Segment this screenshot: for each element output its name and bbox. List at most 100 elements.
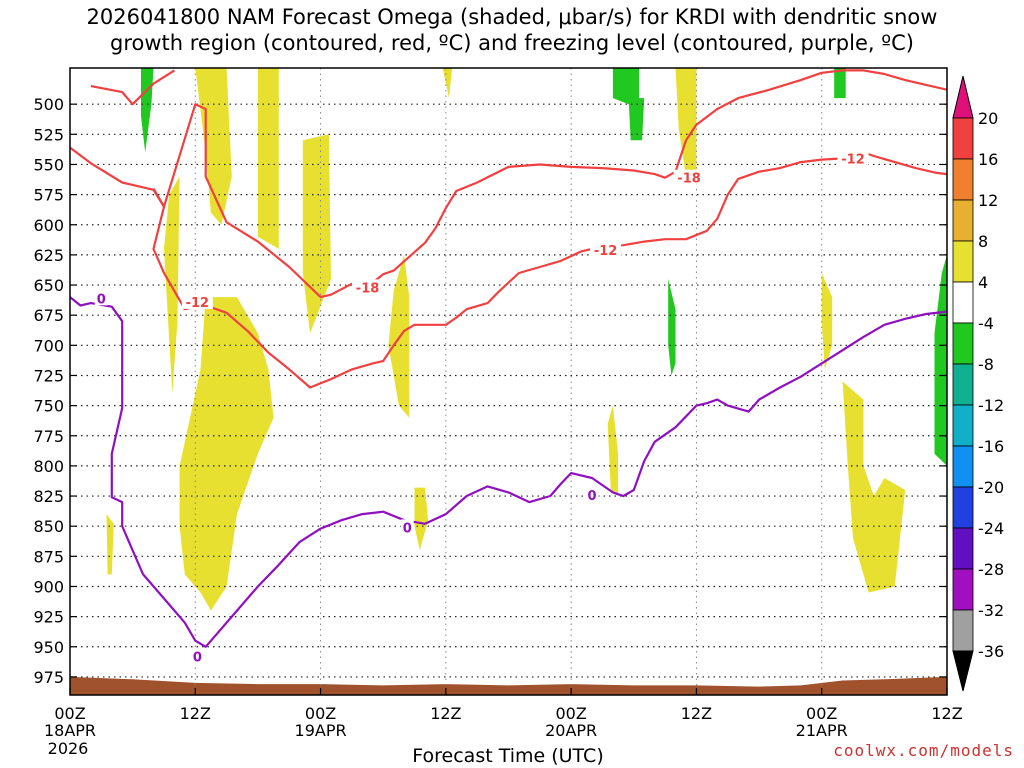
colorbar-label-8: -16 <box>978 437 1004 456</box>
colorbar-label-7: -12 <box>978 396 1004 415</box>
credit-text: coolwx.com/models <box>833 741 1014 760</box>
colorbar-label-1: 16 <box>978 150 998 169</box>
omega-region-neg-16 <box>668 279 676 376</box>
colorbar-label-2: 12 <box>978 191 998 210</box>
omega-region-neg-14 <box>612 68 639 105</box>
omega-region-neg-15 <box>628 98 645 141</box>
colorbar-label-12: -32 <box>978 601 1004 620</box>
contour-label-bg-5 <box>837 150 869 166</box>
omega-region-pos-2 <box>257 68 279 249</box>
omega-region-pos-1 <box>195 68 232 225</box>
y-tick-label-850: 850 <box>33 517 64 536</box>
omega-region-pos-12 <box>821 273 833 370</box>
x-tick-label-12: 12Z <box>180 704 211 723</box>
colorbar-label-11: -28 <box>978 560 1004 579</box>
y-tick-label-550: 550 <box>33 155 64 174</box>
contour-label-6: 0 <box>193 650 202 665</box>
omega-region-pos-11 <box>842 381 906 593</box>
colorbar-label-10: -24 <box>978 519 1004 538</box>
colorbar-swatch-3 <box>952 240 974 283</box>
x-tick-label-0: 00Z <box>54 704 85 723</box>
y-tick-label-575: 575 <box>33 186 64 205</box>
contour-label-0: 0 <box>97 292 106 307</box>
contour-label-7: 0 <box>403 521 412 536</box>
y-tick-label-825: 825 <box>33 487 64 506</box>
ground-fill <box>70 676 947 695</box>
contour-line-freezing-3 <box>70 296 947 648</box>
contour-label-bg-7 <box>400 519 414 535</box>
contour-label-8: 0 <box>588 489 597 504</box>
y-tick-label-925: 925 <box>33 608 64 627</box>
chart-title: 2026041800 NAM Forecast Omega (shaded, μ… <box>86 5 938 55</box>
y-tick-label-650: 650 <box>33 276 64 295</box>
y-tick-label-625: 625 <box>33 246 64 265</box>
colorbar-swatch-5 <box>952 322 974 365</box>
y-tick-label-525: 525 <box>33 125 64 144</box>
contour-label-bg-4 <box>590 242 622 258</box>
x-tick-label-48: 00Z <box>555 704 586 723</box>
colorbar-label-6: -8 <box>978 355 994 374</box>
x-tick-date-72: 21APR <box>796 721 848 740</box>
omega-region-pos-9 <box>675 68 697 177</box>
x-tick-label-72: 00Z <box>806 704 837 723</box>
colorbar-label-13: -36 <box>978 642 1004 661</box>
y-tick-label-900: 900 <box>33 577 64 596</box>
x-tick-label-36: 12Z <box>430 704 461 723</box>
omega-region-pos-7 <box>106 514 114 575</box>
contour-label-5: -12 <box>841 152 865 167</box>
colorbar-top-arrow <box>952 75 974 119</box>
colorbar-label-3: 8 <box>978 232 988 251</box>
omega-region-neg-13 <box>141 68 154 153</box>
y-tick-label-600: 600 <box>33 216 64 235</box>
colorbar-label-5: -4 <box>978 314 994 333</box>
colorbar-swatch-1 <box>952 158 974 201</box>
x-tick-date-24: 19APR <box>295 721 347 740</box>
contour-line-isotherm-0 <box>90 69 175 106</box>
contour-label-2: -18 <box>356 281 380 296</box>
colorbar-label-4: 4 <box>978 273 988 292</box>
colorbar-swatch-4 <box>952 281 974 324</box>
contour-label-bg-3 <box>673 169 705 185</box>
colorbar-label-0: 20 <box>978 109 998 128</box>
contour-label-bg-8 <box>585 486 599 502</box>
omega-region-neg-17 <box>834 68 846 99</box>
colorbar-swatch-6 <box>952 363 974 406</box>
x-tick-date-48: 20APR <box>545 721 597 740</box>
x-tick-label-84: 12Z <box>931 704 962 723</box>
y-tick-label-700: 700 <box>33 336 64 355</box>
y-tick-label-750: 750 <box>33 397 64 416</box>
x-tick-label-24: 00Z <box>305 704 336 723</box>
plot-frame <box>69 67 948 696</box>
omega-shading <box>106 68 947 611</box>
omega-region-pos-10 <box>442 68 453 99</box>
contour-label-4: -12 <box>594 244 618 259</box>
omega-region-neg-18 <box>934 254 947 466</box>
x-tick-year-0: 2026 <box>48 739 89 758</box>
y-tick-label-950: 950 <box>33 638 64 657</box>
colorbar-swatch-8 <box>952 445 974 488</box>
colorbar-swatch-9 <box>952 486 974 529</box>
colorbar-swatch-11 <box>952 568 974 611</box>
contour-label-layer: 0 -12 -18 -18 -12 -12 0 0 0 <box>94 150 869 665</box>
contour-line-isotherm-2 <box>152 151 947 389</box>
contour-label-3: -18 <box>677 172 701 187</box>
y-tick-label-675: 675 <box>33 306 64 325</box>
y-tick-label-875: 875 <box>33 547 64 566</box>
axis-layer: 500 525 550 575 600 625 650 675 700 725 750 775 800 8… <box>33 95 962 758</box>
contour-label-1: -12 <box>186 296 210 311</box>
y-tick-label-975: 975 <box>33 668 64 687</box>
ground-layer <box>70 676 947 695</box>
x-tick-label-60: 12Z <box>681 704 712 723</box>
y-tick-label-725: 725 <box>33 366 64 385</box>
contour-label-bg-0 <box>94 290 108 306</box>
colorbar-swatch-0 <box>952 117 974 160</box>
y-tick-label-500: 500 <box>33 95 64 114</box>
contour-label-bg-6 <box>190 648 204 664</box>
contour-layer <box>70 69 947 648</box>
x-axis-label: Forecast Time (UTC) <box>412 745 603 767</box>
colorbar: 20 16 12 8 4 -4 -8 -12 -16 -20 -24 -28 -32 -36 <box>952 75 1004 692</box>
omega-region-pos-8 <box>607 405 619 496</box>
omega-region-pos-6 <box>414 487 429 551</box>
x-tick-date-0: 18APR <box>44 721 96 740</box>
